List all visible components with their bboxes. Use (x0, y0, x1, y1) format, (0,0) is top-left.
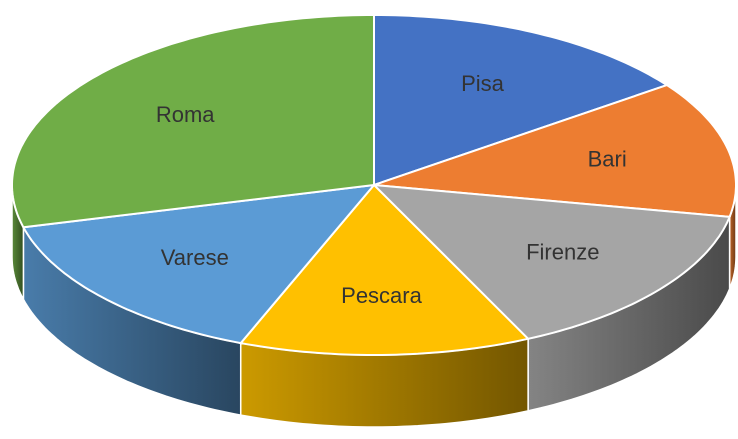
slice-label: Firenze (526, 240, 599, 265)
slice (373, 83, 737, 218)
tops (11, 14, 737, 356)
slice-label: Bari (588, 146, 627, 171)
slice-label: Varese (161, 245, 229, 270)
slice (21, 183, 377, 345)
slice-label: Roma (156, 102, 215, 127)
slice (238, 183, 531, 356)
slice (11, 14, 375, 229)
slice-label: Pisa (461, 71, 505, 96)
sides (11, 184, 737, 428)
slice (371, 183, 732, 340)
slice (373, 14, 670, 187)
labels: Pisa Bari Firenze Pescara Varese Roma (156, 71, 627, 308)
slice-label: Pescara (341, 283, 422, 308)
